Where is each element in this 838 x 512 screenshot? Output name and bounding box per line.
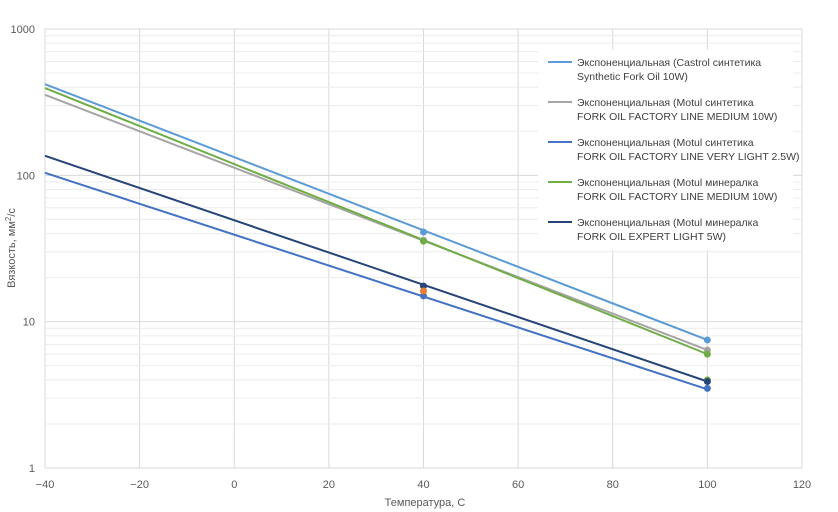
data-point bbox=[420, 282, 427, 290]
x-tick-label: 40 bbox=[417, 479, 429, 491]
data-point bbox=[703, 378, 711, 386]
trendline bbox=[44, 87, 708, 356]
x-tick-labels: −40 −20 0 20 40 60 80 100 120 bbox=[36, 479, 812, 491]
trendline bbox=[44, 83, 708, 341]
legend-entry-line2: FORK OIL FACTORY LINE VERY LIGHT 2.5W) bbox=[577, 151, 800, 163]
legend-entry-line2: FORK OIL FACTORY LINE MEDIUM 10W) bbox=[577, 191, 777, 203]
data-points bbox=[420, 228, 711, 392]
trendlines bbox=[44, 83, 708, 391]
y-tick-label: 100 bbox=[17, 170, 35, 182]
x-tick-label: 80 bbox=[607, 479, 619, 491]
x-tick-label: 20 bbox=[323, 479, 335, 491]
legend-entry-line2: FORK OIL EXPERT LIGHT 5W) bbox=[577, 231, 726, 243]
y-axis-title: Вязкость, мм2/с bbox=[4, 208, 19, 288]
trendline bbox=[44, 154, 708, 383]
data-point bbox=[703, 350, 711, 358]
data-point bbox=[703, 384, 711, 392]
legend-entry-line2: FORK OIL FACTORY LINE MEDIUM 10W) bbox=[577, 111, 777, 123]
trendline bbox=[44, 93, 708, 351]
x-tick-label: 0 bbox=[231, 479, 237, 491]
data-point bbox=[420, 237, 427, 245]
legend-box bbox=[538, 50, 793, 250]
legend-entry-line1: Экспоненциальная (Motul минералка bbox=[577, 177, 758, 189]
y-tick-label: 1 bbox=[29, 463, 35, 475]
x-axis-title: Температура, С bbox=[385, 497, 466, 509]
legend-entry-line1: Экспоненциальная (Motul синтетика bbox=[577, 97, 754, 109]
x-tick-label: −20 bbox=[130, 479, 149, 491]
y-tick-label: 1000 bbox=[11, 24, 35, 36]
x-tick-label: 100 bbox=[698, 479, 716, 491]
legend: Экспоненциальная (Castrol синтетика Synth… bbox=[538, 50, 800, 250]
y-tick-labels: 1 10 100 1000 bbox=[11, 24, 35, 475]
x-tick-label: 120 bbox=[793, 479, 811, 491]
data-point bbox=[420, 292, 427, 300]
legend-entry-line1: Экспоненциальная (Motul минералка bbox=[577, 217, 758, 229]
trendline bbox=[44, 171, 708, 391]
legend-entry-line2: Synthetic Fork Oil 10W) bbox=[577, 71, 688, 83]
legend-entry-line1: Экспоненциальная (Motul синтетика bbox=[577, 137, 754, 149]
data-point bbox=[703, 336, 711, 344]
data-point bbox=[420, 287, 427, 295]
x-tick-label: 60 bbox=[512, 479, 524, 491]
y-axis-title-superscript: 2 bbox=[4, 216, 13, 221]
y-tick-label: 10 bbox=[23, 317, 35, 329]
legend-entry-line1: Экспоненциальная (Castrol синтетика bbox=[577, 57, 761, 69]
data-point bbox=[420, 228, 427, 236]
x-tick-label: −40 bbox=[36, 479, 55, 491]
